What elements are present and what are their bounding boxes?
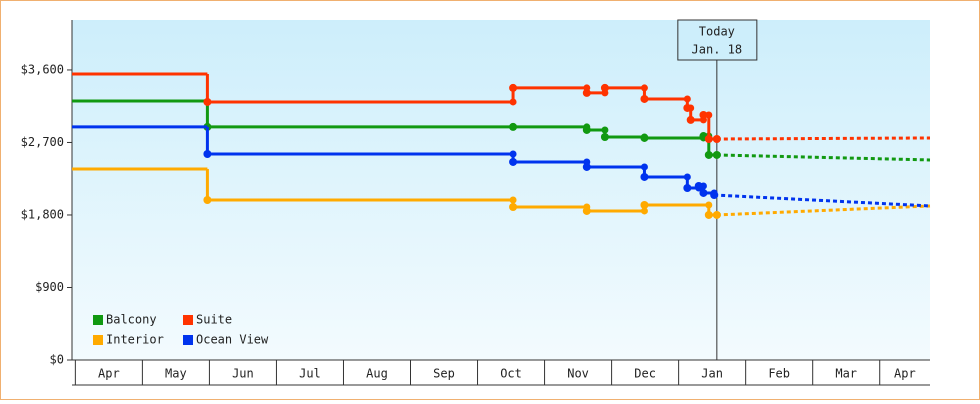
point: [694, 181, 703, 190]
point: [203, 195, 212, 204]
plot-area: [72, 20, 930, 360]
legend-label: Ocean View: [196, 333, 269, 347]
y-tick-label: $3,600: [21, 62, 64, 76]
legend-swatch: [93, 315, 103, 325]
x-tick-label: Jan: [701, 367, 723, 381]
point: [704, 135, 713, 143]
legend-label: Balcony: [106, 313, 157, 327]
point: [509, 122, 518, 131]
y-tick-label: $0: [50, 353, 64, 367]
point: [509, 83, 518, 92]
forecast-line: [716, 204, 931, 217]
point: [712, 135, 721, 143]
point: [712, 150, 721, 159]
legend-swatch: [183, 335, 193, 345]
point: [509, 157, 518, 166]
point: [712, 210, 721, 219]
point: [683, 103, 692, 112]
today-label: Today: [699, 25, 735, 39]
point: [509, 203, 518, 211]
x-tick-label: May: [165, 367, 187, 381]
x-tick-label: Mar: [835, 367, 857, 381]
point: [640, 200, 649, 209]
point: [600, 83, 609, 92]
forecast-line: [716, 153, 931, 162]
x-tick-label: Oct: [500, 367, 522, 381]
pre-step-marker: [509, 98, 517, 106]
pre-step-marker: [683, 173, 691, 181]
pre-step-marker: [640, 207, 648, 215]
x-tick-label: Dec: [634, 367, 656, 381]
pre-step-marker: [509, 150, 517, 158]
x-tick-label: Jul: [299, 367, 321, 381]
today-box: [677, 19, 758, 61]
pre-step-marker: [705, 111, 713, 119]
point: [640, 172, 649, 181]
point: [203, 149, 212, 158]
x-tick-label: Apr: [894, 367, 916, 381]
legend-swatch: [183, 315, 193, 325]
point: [582, 206, 591, 215]
point: [704, 210, 713, 219]
y-tick-label: $2,700: [21, 135, 64, 149]
x-tick-label: Jun: [232, 367, 254, 381]
y-tick-label: $1,800: [21, 207, 64, 221]
forecast-line: [716, 136, 931, 141]
today-date: Jan. 18: [692, 43, 743, 57]
point: [203, 97, 212, 106]
pre-step-marker: [509, 196, 517, 204]
point: [699, 188, 708, 197]
point: [710, 190, 719, 199]
point: [686, 115, 695, 124]
forecast-line: [714, 193, 931, 208]
pre-step-marker: [640, 163, 648, 171]
point: [640, 133, 649, 142]
point: [683, 183, 692, 192]
x-tick-label: Feb: [768, 367, 790, 381]
point: [699, 110, 708, 119]
pre-step-marker: [683, 95, 691, 103]
x-tick-label: Aug: [366, 367, 388, 381]
legend-label: Interior: [106, 333, 164, 347]
point: [704, 150, 713, 159]
point: [582, 88, 591, 97]
point: [582, 162, 591, 171]
pre-step-marker: [601, 126, 609, 134]
legend-label: Suite: [196, 313, 232, 327]
pre-step-marker: [640, 84, 648, 92]
point: [640, 94, 649, 103]
point: [600, 132, 609, 141]
point: [582, 125, 591, 134]
x-tick-label: Nov: [567, 367, 589, 381]
legend-swatch: [93, 335, 103, 345]
x-tick-label: Apr: [98, 367, 120, 381]
pre-step-marker: [705, 201, 713, 209]
y-tick-label: $900: [35, 280, 64, 294]
x-tick-label: Sep: [433, 367, 455, 381]
